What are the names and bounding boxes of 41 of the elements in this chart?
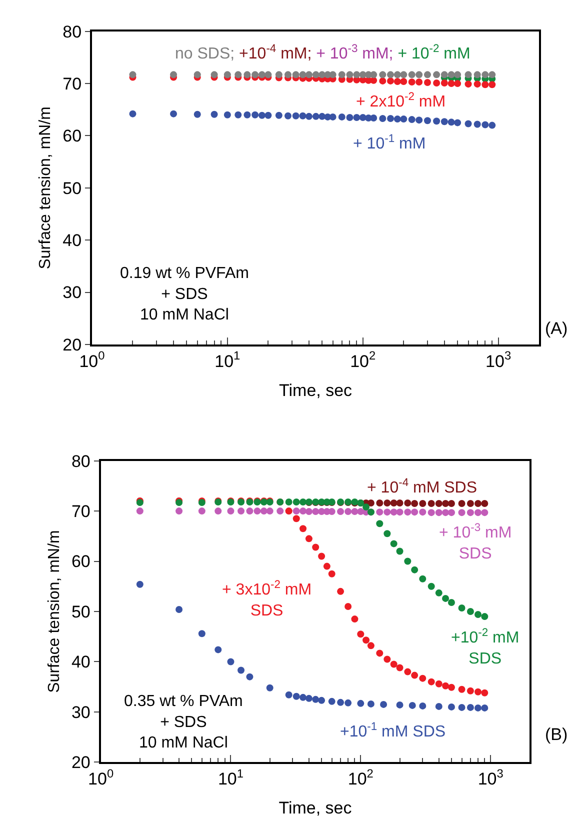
y-tick-label: 20 [62, 335, 82, 354]
annotation: 0.19 wt % PVFAm + SDS 10 mM NaCl [120, 265, 249, 324]
series-label: + 10$^{-2}$ mM [398, 43, 470, 63]
series-label: no SDS; [175, 46, 235, 63]
y-axis-title: Surface tension, mN/m [46, 530, 63, 693]
series-label: + 10$^{-3}$ mM SDS [439, 522, 512, 563]
legend-label: + 10$^{-3}$ mM; [316, 43, 394, 63]
y-tick-label: 50 [62, 178, 82, 198]
x-tick-label: 10$^{0}$ [88, 766, 114, 789]
series-label: + 10$^{-1}$ mM [353, 133, 426, 153]
y-tick-label: 30 [71, 702, 90, 722]
y-tick-label: 60 [71, 552, 90, 572]
y-tick-label: 40 [62, 231, 82, 250]
y-tick-label: 40 [71, 652, 90, 672]
x-tick-label: 10$^{1}$ [218, 766, 244, 789]
x-axis-title: Time, sec [279, 380, 353, 400]
y-tick-label: 80 [71, 452, 90, 471]
y-tick-label: 30 [62, 283, 82, 302]
x-tick-label: 10$^{3}$ [486, 348, 512, 371]
text: (A) [545, 319, 568, 338]
y-tick-label: 70 [71, 502, 90, 522]
series-label: + 3x10$^{-2}$ mM SDS [222, 579, 312, 620]
x-axis-title: Time, sec [278, 798, 352, 818]
x-tick-label: 10$^{2}$ [348, 766, 374, 789]
text: (B) [545, 725, 568, 744]
y-axis-title: Surface tension, mN/m [37, 106, 54, 270]
series-label: + 2x10$^{-2}$ mM [356, 91, 446, 111]
series-label: +10$^{-2}$ mM SDS [451, 627, 520, 668]
y-tick-label: 80 [62, 22, 82, 42]
series-label: +10$^{-1}$ mM SDS [340, 721, 446, 741]
annotation: 0.35 wt % PVAm + SDS 10 mM NaCl [124, 693, 243, 752]
y-tick-label: 70 [62, 74, 82, 94]
x-tick-label: 10$^{0}$ [79, 348, 106, 371]
y-tick-label: 50 [71, 602, 90, 622]
series-label: + 10$^{-4}$ mM SDS [367, 477, 477, 497]
legend-label: +10$^{-4}$ mM; [239, 43, 312, 63]
x-tick-label: 10$^{1}$ [214, 348, 241, 371]
y-tick-label: 20 [71, 753, 90, 772]
x-tick-label: 10$^{2}$ [350, 348, 376, 371]
y-tick-label: 60 [62, 126, 82, 146]
x-tick-label: 10$^{3}$ [478, 766, 504, 789]
